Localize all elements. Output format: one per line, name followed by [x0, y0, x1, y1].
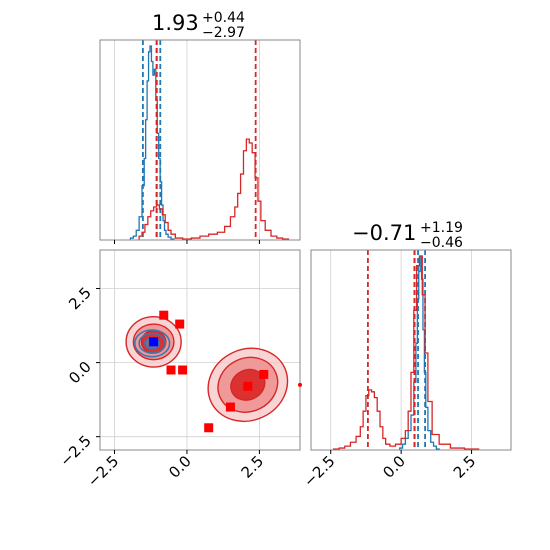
marginal-y-title-value: −0.71: [352, 221, 416, 245]
red-square-0: [159, 310, 169, 320]
marginal-y-histograms: [332, 250, 480, 450]
red-square-4: [259, 369, 269, 379]
red-square-3: [178, 365, 188, 375]
marginal-x-series-0-hist-line: [129, 45, 175, 240]
marginal-y-x-tick-label-1: 0.0: [379, 452, 409, 482]
red-square-6: [225, 402, 235, 412]
marginal-x-panel: 1.93 +0.44 −2.97: [99, 10, 301, 244]
marginal-x-ticks: [113, 240, 260, 244]
joint-x-tick-label-0: −2.5: [84, 452, 122, 490]
joint-panel: −2.5 0.0 2.5 −2.5 0.0 2.5: [56, 249, 302, 491]
marginal-y-x-tick-label-0: −2.5: [300, 452, 338, 490]
joint-x-tick-label-1: 0.0: [165, 452, 195, 482]
marginal-y-title-minus: −0.46: [420, 235, 463, 251]
joint-x-tick-label-2: 2.5: [238, 452, 268, 482]
joint-outside-points: [298, 382, 302, 387]
marginal-x-series-1-hist-line: [138, 138, 290, 240]
red-square-8: [298, 382, 302, 387]
marginal-y-ticks: −2.5 0.0 2.5: [300, 450, 479, 491]
red-square-1: [175, 319, 185, 329]
blue-square-0: [149, 337, 159, 347]
blue-contour-0-1: [138, 332, 167, 354]
marginal-x-frame: [99, 39, 301, 241]
marginal-y-title-plus: +1.19: [420, 220, 463, 236]
marginal-x-title-plus: +0.44: [202, 10, 245, 26]
marginal-y-grid: [330, 250, 472, 450]
red-square-5: [243, 381, 253, 391]
red-square-7: [204, 423, 214, 433]
marginal-y-x-tick-label-2: 2.5: [450, 452, 480, 482]
marginal-x-title-value: 1.93: [152, 11, 199, 35]
marginal-y-series-0-hist-line: [399, 255, 440, 450]
joint-frame: [99, 249, 301, 451]
joint-content: [125, 310, 289, 433]
joint-y-tick-label-1: 0.0: [65, 358, 95, 388]
marginal-y-series-1-hist-line: [332, 255, 480, 450]
joint-y-tick-label-2: 2.5: [65, 284, 95, 314]
marginal-x-title-minus: −2.97: [202, 25, 245, 41]
marginal-x-grid: [114, 40, 260, 240]
red-square-2: [166, 365, 176, 375]
blue-contour-0-0: [133, 329, 171, 358]
marginal-y-panel: −2.5 0.0 2.5 −0.71 +1.19 −0.46: [300, 220, 512, 491]
marginal-x-histograms: [129, 40, 290, 240]
marginal-y-frame: [310, 249, 512, 451]
joint-y-tick-label-0: −2.5: [56, 432, 94, 470]
